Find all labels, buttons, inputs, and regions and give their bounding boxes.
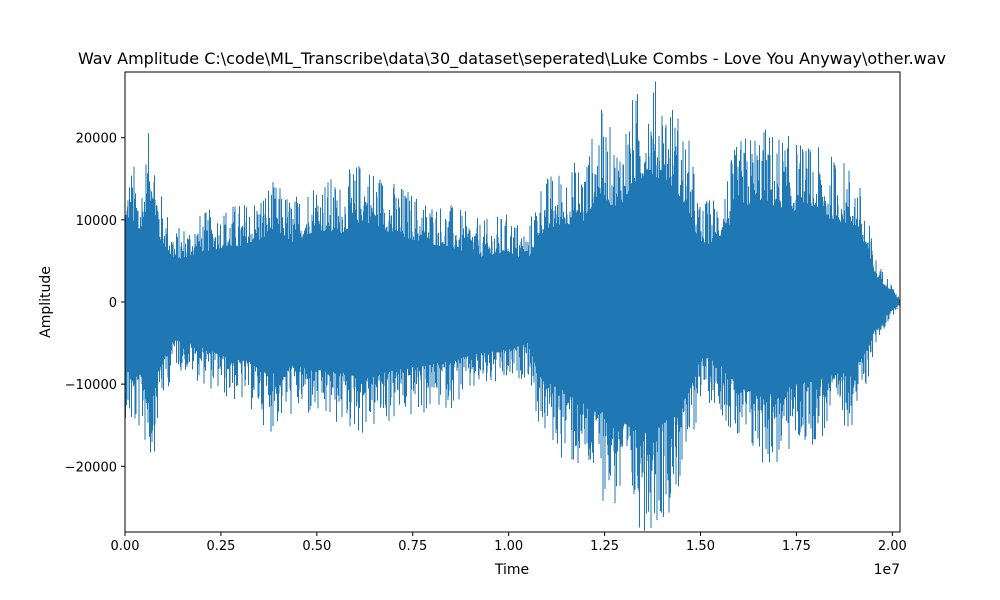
y-tick-label: −20000 [65, 460, 117, 475]
y-tick-label: 10000 [76, 214, 117, 229]
x-tick-label: 1.75 [782, 539, 811, 554]
x-tick-label: 1.25 [590, 539, 619, 554]
x-tick-label: 0.00 [111, 539, 140, 554]
x-tick-label: 0.75 [398, 539, 427, 554]
x-tick-label: 2.00 [878, 539, 907, 554]
x-tick-label: 0.25 [206, 539, 235, 554]
waveform-series [125, 81, 900, 531]
chart-title: Wav Amplitude C:\code\ML_Transcribe\data… [78, 49, 946, 69]
axis-ticks: 0.00 0.25 0.50 0.75 1.00 1.25 1.50 1.75 2.00 −200… [65, 132, 907, 554]
y-tick-label: 0 [109, 296, 117, 311]
x-axis-label: Time [494, 562, 529, 578]
x-tick-label: 1.00 [494, 539, 523, 554]
plot-area [125, 81, 900, 531]
x-tick-label: 0.50 [302, 539, 331, 554]
y-axis-label: Amplitude [38, 266, 54, 338]
x-axis-offset-label: 1e7 [874, 562, 900, 578]
y-tick-label: 20000 [76, 132, 117, 147]
y-tick-label: −10000 [65, 378, 117, 393]
x-tick-label: 1.50 [686, 539, 715, 554]
